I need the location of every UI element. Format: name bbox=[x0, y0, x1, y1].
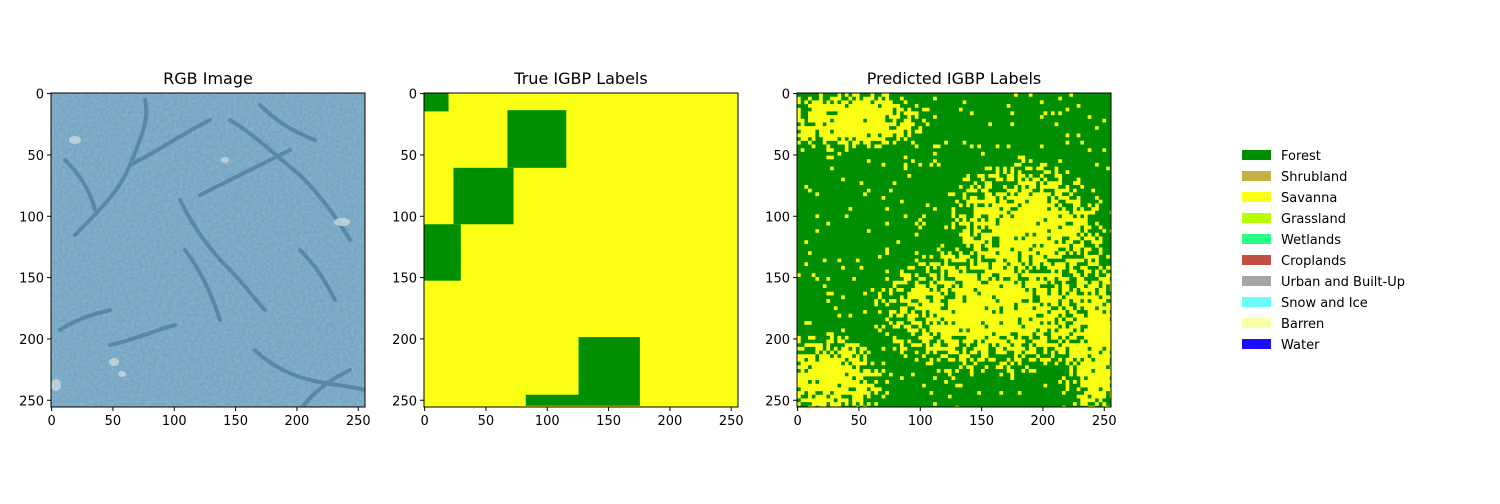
y-tick-label: 100 bbox=[765, 210, 790, 225]
legend-swatch bbox=[1242, 234, 1271, 244]
class-region bbox=[578, 337, 640, 396]
legend-label: Water bbox=[1281, 338, 1320, 353]
legend-swatch bbox=[1242, 192, 1271, 202]
y-tick-label: 200 bbox=[392, 333, 417, 348]
y-tick-label: 200 bbox=[765, 333, 790, 348]
panel-title: Predicted IGBP Labels bbox=[867, 69, 1042, 88]
x-tick-label: 250 bbox=[346, 414, 371, 429]
legend-swatch bbox=[1242, 339, 1271, 349]
y-tick-label: 50 bbox=[27, 149, 44, 164]
panel-predicted-labels: Predicted IGBP Labels 0 50 100 150 200 250050… bbox=[765, 69, 1116, 429]
x-tick-label: 250 bbox=[1092, 414, 1117, 429]
y-tick-label: 50 bbox=[773, 149, 790, 164]
legend-label: Shrubland bbox=[1281, 170, 1347, 185]
legend-swatch bbox=[1242, 171, 1271, 181]
panel-true-labels: True IGBP Labels 0 50 100 150 200 25005010015… bbox=[392, 69, 743, 429]
x-tick-label: 250 bbox=[719, 414, 744, 429]
y-tick-label: 200 bbox=[19, 333, 44, 348]
legend-label: Urban and Built-Up bbox=[1281, 275, 1405, 290]
y-tick-label: 250 bbox=[19, 394, 44, 409]
plot-frame bbox=[796, 92, 1112, 408]
class-region bbox=[424, 224, 461, 281]
x-tick-label: 0 bbox=[420, 414, 428, 429]
legend-label: Grassland bbox=[1281, 212, 1346, 227]
legend: Forest Shrubland Savanna Grassland Wetlands C… bbox=[1242, 149, 1405, 353]
y-tick-label: 250 bbox=[765, 394, 790, 409]
class-region bbox=[453, 167, 514, 225]
x-tick-label: 200 bbox=[285, 414, 310, 429]
y-tick-label: 0 bbox=[36, 88, 44, 103]
panel-title: True IGBP Labels bbox=[513, 69, 647, 88]
legend-swatch bbox=[1242, 150, 1271, 160]
x-tick-label: 50 bbox=[478, 414, 495, 429]
x-tick-label: 200 bbox=[1031, 414, 1056, 429]
x-tick-label: 0 bbox=[47, 414, 55, 429]
class-region bbox=[525, 394, 640, 406]
x-tick-label: 150 bbox=[596, 414, 621, 429]
class-region bbox=[424, 93, 449, 112]
y-tick-label: 100 bbox=[392, 210, 417, 225]
plot-frame bbox=[423, 92, 739, 408]
legend-swatch bbox=[1242, 297, 1271, 307]
rgb-drainage-channels bbox=[58, 98, 365, 407]
legend-swatch bbox=[1242, 255, 1271, 265]
rgb-light-patches bbox=[51, 136, 350, 391]
x-tick-label: 150 bbox=[969, 414, 994, 429]
legend-swatch bbox=[1242, 213, 1271, 223]
legend-label: Barren bbox=[1281, 317, 1324, 332]
legend-swatch bbox=[1242, 318, 1271, 328]
y-tick-label: 0 bbox=[782, 88, 790, 103]
rgb-canopy-texture bbox=[51, 93, 365, 407]
true-label-map bbox=[424, 93, 738, 407]
x-tick-label: 50 bbox=[105, 414, 122, 429]
y-tick-label: 150 bbox=[765, 272, 790, 287]
y-tick-label: 150 bbox=[19, 272, 44, 287]
legend-label: Forest bbox=[1281, 149, 1321, 164]
predicted-label-map bbox=[797, 93, 1111, 407]
panel-title: RGB Image bbox=[163, 69, 253, 88]
y-tick-label: 0 bbox=[409, 88, 417, 103]
legend-swatch bbox=[1242, 276, 1271, 286]
x-tick-label: 200 bbox=[658, 414, 683, 429]
y-tick-label: 100 bbox=[19, 210, 44, 225]
class-region bbox=[797, 93, 1111, 407]
x-tick-label: 100 bbox=[908, 414, 933, 429]
legend-label: Snow and Ice bbox=[1281, 296, 1368, 311]
x-tick-label: 100 bbox=[535, 414, 560, 429]
legend-label: Savanna bbox=[1281, 191, 1337, 206]
x-tick-label: 0 bbox=[793, 414, 801, 429]
legend-label: Wetlands bbox=[1281, 233, 1341, 248]
y-tick-label: 150 bbox=[392, 272, 417, 287]
panel-rgb-image: RGB Image bbox=[19, 69, 370, 429]
x-tick-label: 150 bbox=[223, 414, 248, 429]
plot-frame bbox=[50, 92, 366, 408]
legend-label: Croplands bbox=[1281, 254, 1346, 269]
y-tick-label: 50 bbox=[400, 149, 417, 164]
x-tick-label: 50 bbox=[851, 414, 868, 429]
y-tick-label: 250 bbox=[392, 394, 417, 409]
x-tick-label: 100 bbox=[162, 414, 187, 429]
class-region bbox=[507, 110, 567, 168]
